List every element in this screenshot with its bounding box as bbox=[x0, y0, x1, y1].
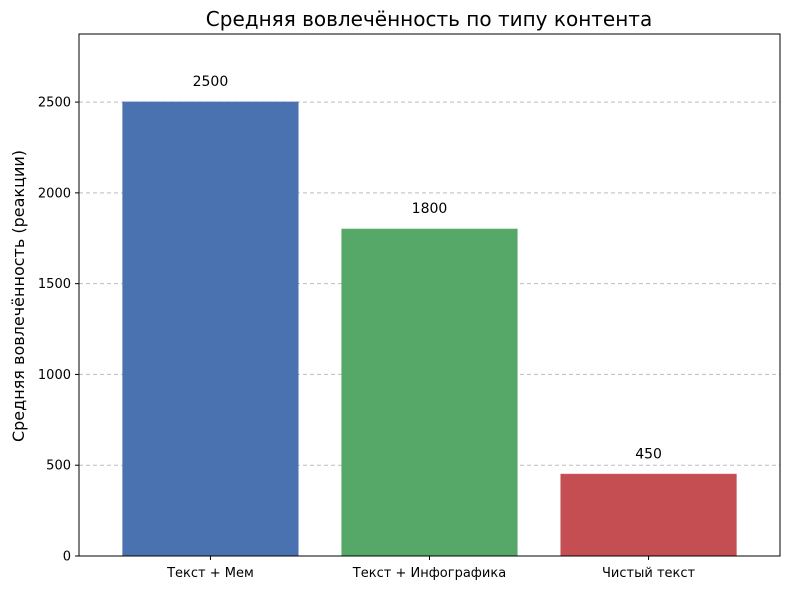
bar bbox=[122, 101, 299, 557]
y-tick-label: 1500 bbox=[38, 277, 71, 292]
y-tick-label: 2500 bbox=[38, 96, 71, 111]
y-tick-label: 2000 bbox=[38, 186, 71, 201]
y-tick-label: 0 bbox=[63, 550, 71, 565]
chart-title: Средняя вовлечённость по типу контента bbox=[206, 7, 652, 31]
x-tick-label: Чистый текст bbox=[602, 566, 695, 581]
bars bbox=[122, 101, 737, 557]
bar-value-label: 1800 bbox=[412, 201, 448, 217]
y-axis-label: Средняя вовлечённость (реакции) bbox=[9, 150, 28, 442]
x-tick-label: Текст + Инфографика bbox=[352, 566, 506, 581]
bar bbox=[341, 228, 518, 557]
bar bbox=[560, 473, 737, 557]
y-tick-label: 500 bbox=[46, 459, 71, 474]
y-axis-ticks: 0 500 1000 1500 2000 2500 bbox=[38, 96, 79, 565]
y-tick-label: 1000 bbox=[38, 368, 71, 383]
bar-value-label: 2500 bbox=[193, 74, 229, 90]
value-labels: 2500 1800 450 bbox=[193, 74, 662, 462]
x-axis-ticks: Текст + Мем Текст + Инфографика Чистый тек… bbox=[166, 556, 696, 581]
bar-value-label: 450 bbox=[635, 446, 662, 462]
x-tick-label: Текст + Мем bbox=[166, 566, 254, 581]
